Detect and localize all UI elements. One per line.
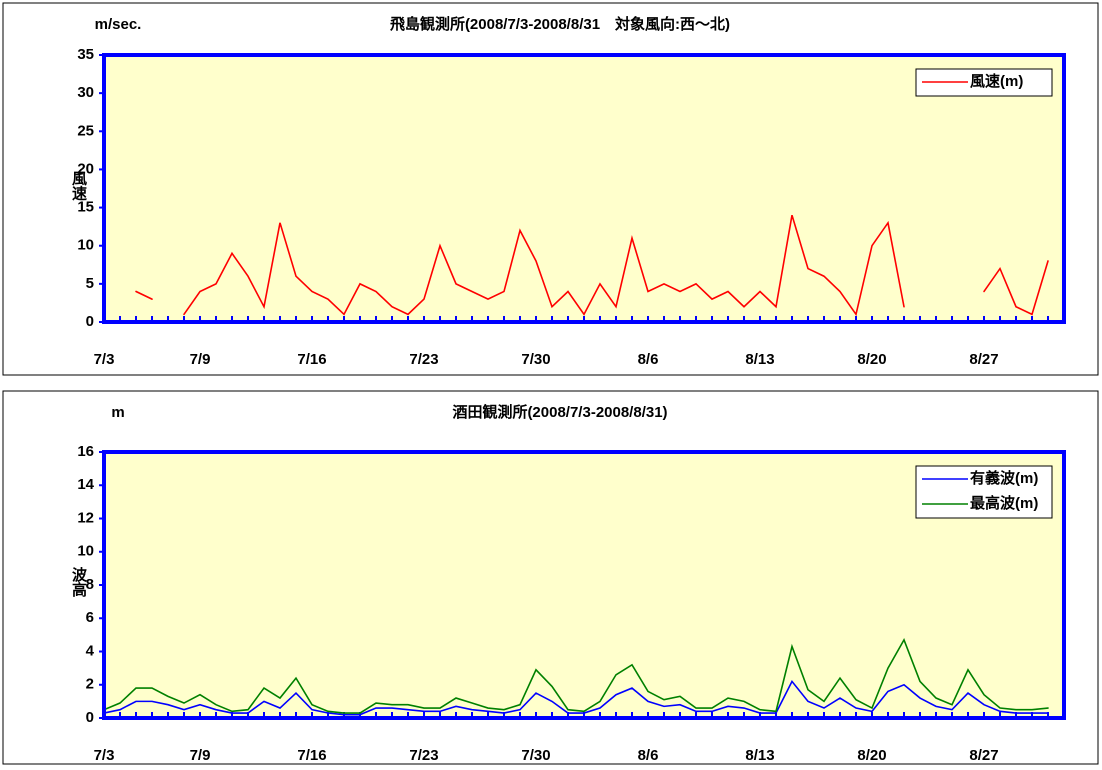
x-tick-label: 8/6 [638,351,659,368]
legend-label: 風速(m) [970,72,1023,90]
x-tick-label: 7/3 [94,351,115,368]
y-tick-label: 16 [77,443,94,460]
x-tick-label: 8/13 [745,747,774,764]
y-axis-label: 風速 [70,171,87,202]
unit-label: m [111,404,124,421]
y-tick-label: 30 [77,84,94,101]
y-tick-label: 15 [77,199,94,216]
legend-box [915,68,1053,97]
y-tick-label: 10 [77,543,94,560]
unit-label: m/sec. [95,16,142,33]
y-tick-label: 0 [86,313,94,330]
y-tick-label: 4 [86,642,95,659]
legend-box [915,465,1053,519]
y-tick-label: 5 [86,275,94,292]
x-tick-label: 7/30 [521,747,550,764]
y-tick-label: 35 [77,46,94,63]
x-tick-label: 7/23 [409,747,438,764]
y-tick-label: 2 [86,676,94,693]
x-tick-label: 8/6 [638,747,659,764]
chart-title: 酒田観測所(2008/7/3-2008/8/31) [452,403,667,421]
plot-border [102,53,1066,324]
y-tick-label: 12 [77,509,94,526]
legend-label: 最高波(m) [970,494,1038,512]
y-tick-label: 8 [86,576,94,593]
y-tick-label: 25 [77,122,94,139]
y-axis-label: 波高 [70,566,87,598]
chart-title: 飛島観測所(2008/7/3-2008/8/31 対象風向:西～北) [389,15,730,33]
x-tick-label: 7/9 [190,747,211,764]
x-tick-label: 8/20 [857,747,886,764]
y-tick-label: 0 [86,709,94,726]
x-tick-label: 7/16 [297,351,326,368]
x-tick-label: 8/20 [857,351,886,368]
data-line [103,679,1049,716]
y-tick-label: 10 [77,237,94,254]
legend-label: 有義波(m) [970,469,1038,487]
y-tick-label: 6 [86,609,94,626]
y-tick-label: 14 [77,476,94,493]
x-tick-label: 8/27 [969,351,998,368]
x-tick-label: 7/30 [521,351,550,368]
x-tick-label: 7/3 [94,747,115,764]
x-tick-label: 8/27 [969,747,998,764]
x-tick-label: 8/13 [745,351,774,368]
plot-area [104,452,1064,718]
x-tick-label: 7/16 [297,747,326,764]
y-tick-label: 20 [77,160,94,177]
data-line [103,637,1049,714]
plot-area [104,55,1064,322]
x-tick-label: 7/23 [409,351,438,368]
plot-border [102,450,1066,720]
x-tick-label: 7/9 [190,351,211,368]
